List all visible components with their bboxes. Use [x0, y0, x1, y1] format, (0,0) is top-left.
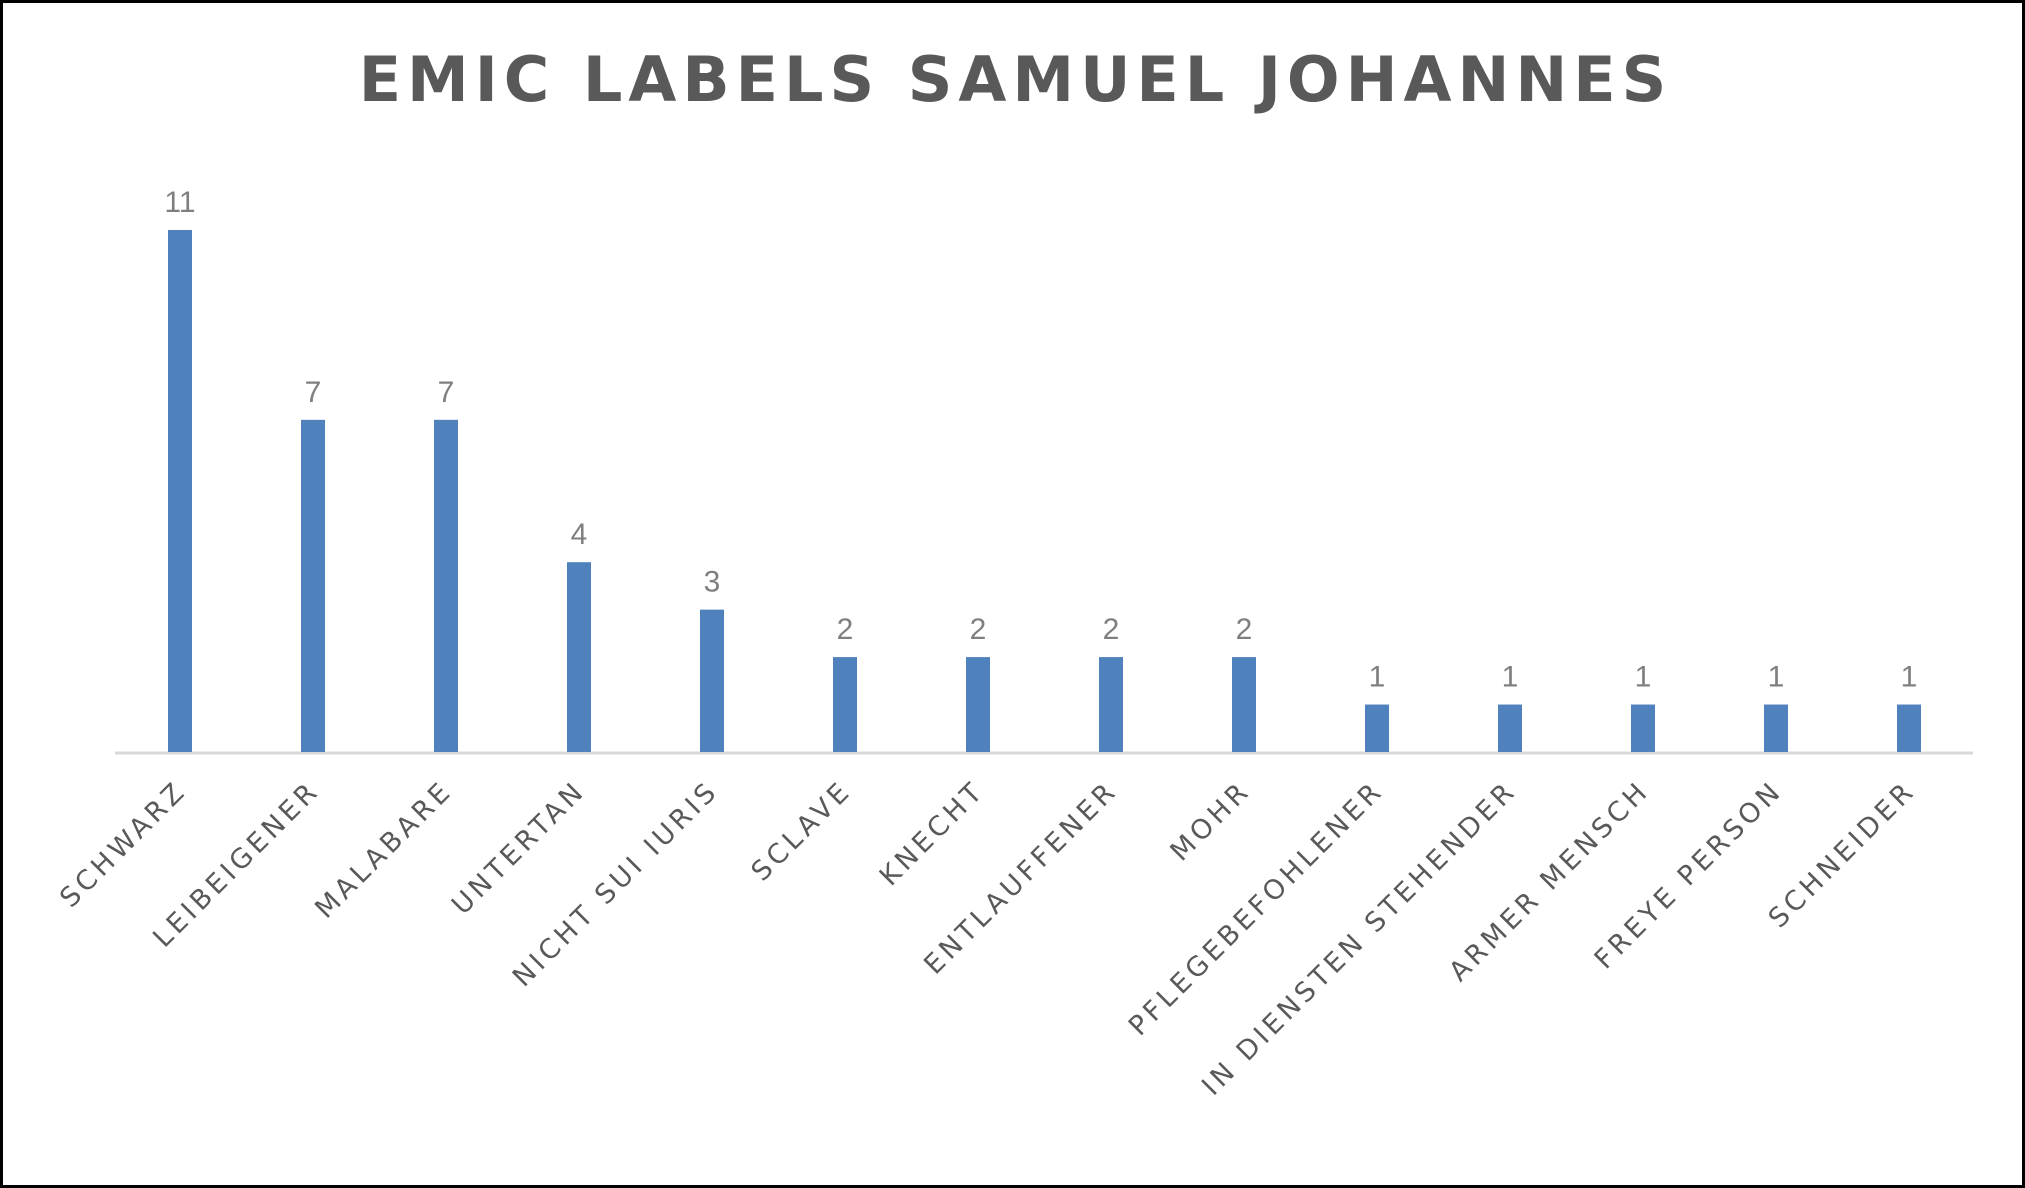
bar-entlauffener — [1099, 657, 1123, 752]
bar-untertan — [567, 562, 591, 752]
data-label: 2 — [837, 613, 854, 646]
data-label: 2 — [970, 613, 987, 646]
data-label: 1 — [1502, 661, 1519, 694]
data-label: 11 — [164, 186, 195, 219]
bar-freye-person — [1764, 704, 1788, 752]
bar-sclave — [833, 657, 857, 752]
data-label: 7 — [305, 376, 322, 409]
x-tick-label: SCHWARZ — [54, 775, 193, 914]
x-tick-label: MOHR — [1165, 775, 1257, 867]
x-tick-label: UNTERTAN — [446, 775, 592, 921]
data-label: 7 — [438, 376, 455, 409]
chart-title: EMIC LABELS SAMUEL JOHANNES — [358, 43, 1673, 116]
bar-armer-mensch — [1631, 704, 1655, 752]
x-tick-label: PFLEGEBEFOHLENER — [1123, 775, 1390, 1042]
x-tick-label: MALABARE — [309, 775, 459, 925]
bar-pflegebefohlener — [1365, 704, 1389, 752]
bar-malabare — [434, 419, 458, 752]
data-label: 4 — [571, 518, 588, 551]
data-label: 1 — [1635, 661, 1652, 694]
bar-nicht-sui-iuris — [700, 609, 724, 752]
bars-group — [168, 230, 1921, 752]
x-tick-labels-group: SCHWARZLEIBEIGENERMALABAREUNTERTANNICHT … — [54, 775, 1922, 1102]
data-label: 2 — [1103, 613, 1120, 646]
bar-knecht — [966, 657, 990, 752]
data-label: 1 — [1768, 661, 1785, 694]
data-label: 3 — [704, 566, 721, 599]
data-label: 1 — [1901, 661, 1918, 694]
x-tick-label: KNECHT — [874, 775, 991, 892]
x-tick-label: SCLAVE — [746, 775, 858, 887]
bar-schwarz — [168, 230, 192, 752]
bar-in-diensten-stehender — [1498, 704, 1522, 752]
data-label: 2 — [1236, 613, 1253, 646]
bar-schneider — [1897, 704, 1921, 752]
bar-mohr — [1232, 657, 1256, 752]
bar-leibeigener — [301, 419, 325, 752]
data-label: 1 — [1369, 661, 1386, 694]
